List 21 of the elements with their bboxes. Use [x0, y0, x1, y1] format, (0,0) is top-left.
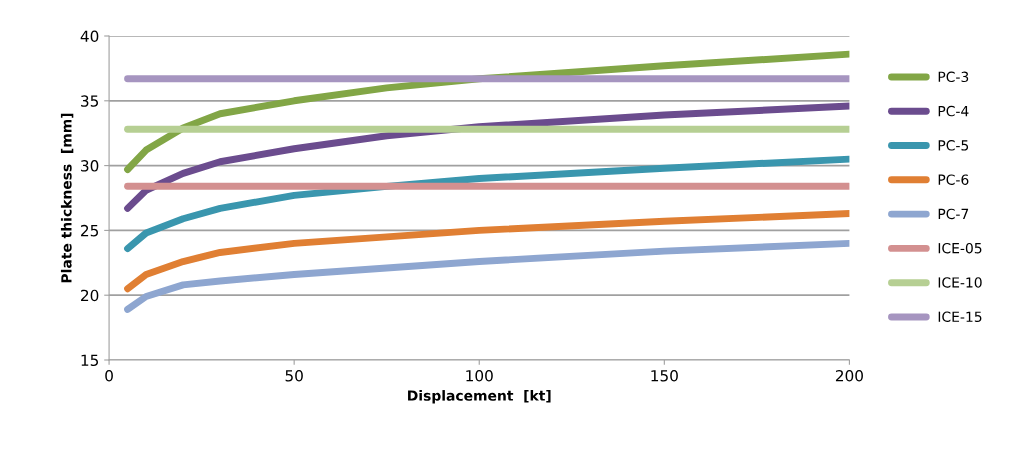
x-tick-label: 50: [285, 369, 303, 382]
x-axis-title: Displacement [kt]: [408, 390, 551, 404]
x-tick-label: 100: [466, 369, 493, 382]
y-tick-label: 35: [81, 95, 99, 107]
x-tick-label: 200: [835, 369, 863, 382]
legend-label: ICE-10: [938, 277, 982, 288]
legend-label: ICE-05: [938, 242, 982, 254]
x-tick-label: 150: [651, 369, 678, 382]
y-tick-label: 40: [80, 30, 99, 43]
legend-label: PC-4: [938, 105, 969, 117]
legend-label: ICE-15: [938, 311, 982, 322]
y-axis-title: Plate thickness [mm]: [60, 113, 74, 283]
y-tick-label: 25: [81, 224, 99, 237]
x-tick-label: 0: [105, 369, 113, 382]
legend-label: PC-3: [938, 71, 969, 83]
legend-label: PC-5: [938, 140, 969, 151]
y-tick-label: 30: [81, 160, 99, 172]
legend-label: PC-7: [938, 208, 969, 220]
y-tick-label: 15: [81, 354, 99, 367]
y-tick-label: 20: [81, 289, 99, 302]
legend-label: PC-6: [938, 174, 969, 185]
